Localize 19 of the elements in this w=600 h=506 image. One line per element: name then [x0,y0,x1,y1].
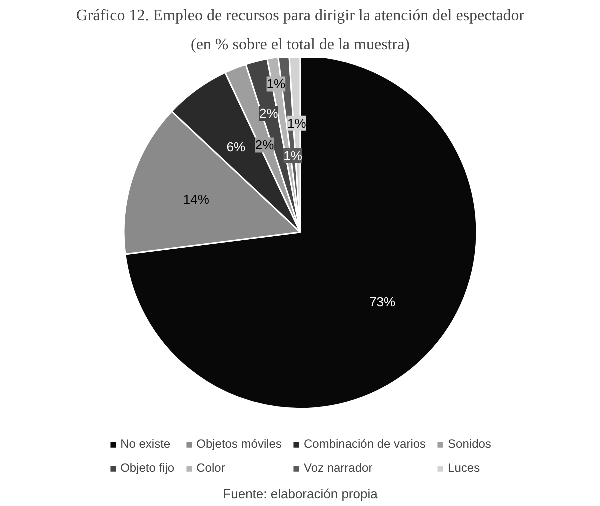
chart-title: Gráfico 12. Empleo de recursos para dirigir la atención del espectador [76,8,526,24]
data-label: 1% [266,76,286,92]
legend-label: Sonidos [448,437,492,451]
legend-label: Voz narrador [304,461,373,475]
source-note: Fuente: elaboración propia [223,486,379,502]
legend-label: Objeto fijo [120,461,175,475]
data-label: 2% [255,138,275,153]
legend-label: Color [196,461,226,475]
legend-label: Objetos móviles [196,437,282,451]
data-label: 73% [370,294,396,310]
data-label: 1% [288,116,307,131]
data-label: 6% [226,139,246,154]
data-label: 14% [183,192,210,208]
data-label: 2% [260,106,279,121]
data-label: 1% [284,148,303,164]
chart-subtitle: (en % sobre el total de la muestra) [190,36,410,54]
legend-label: Combinación de varios [304,437,426,451]
legend-label: No existe [120,437,171,451]
legend-label: Luces [448,461,480,475]
